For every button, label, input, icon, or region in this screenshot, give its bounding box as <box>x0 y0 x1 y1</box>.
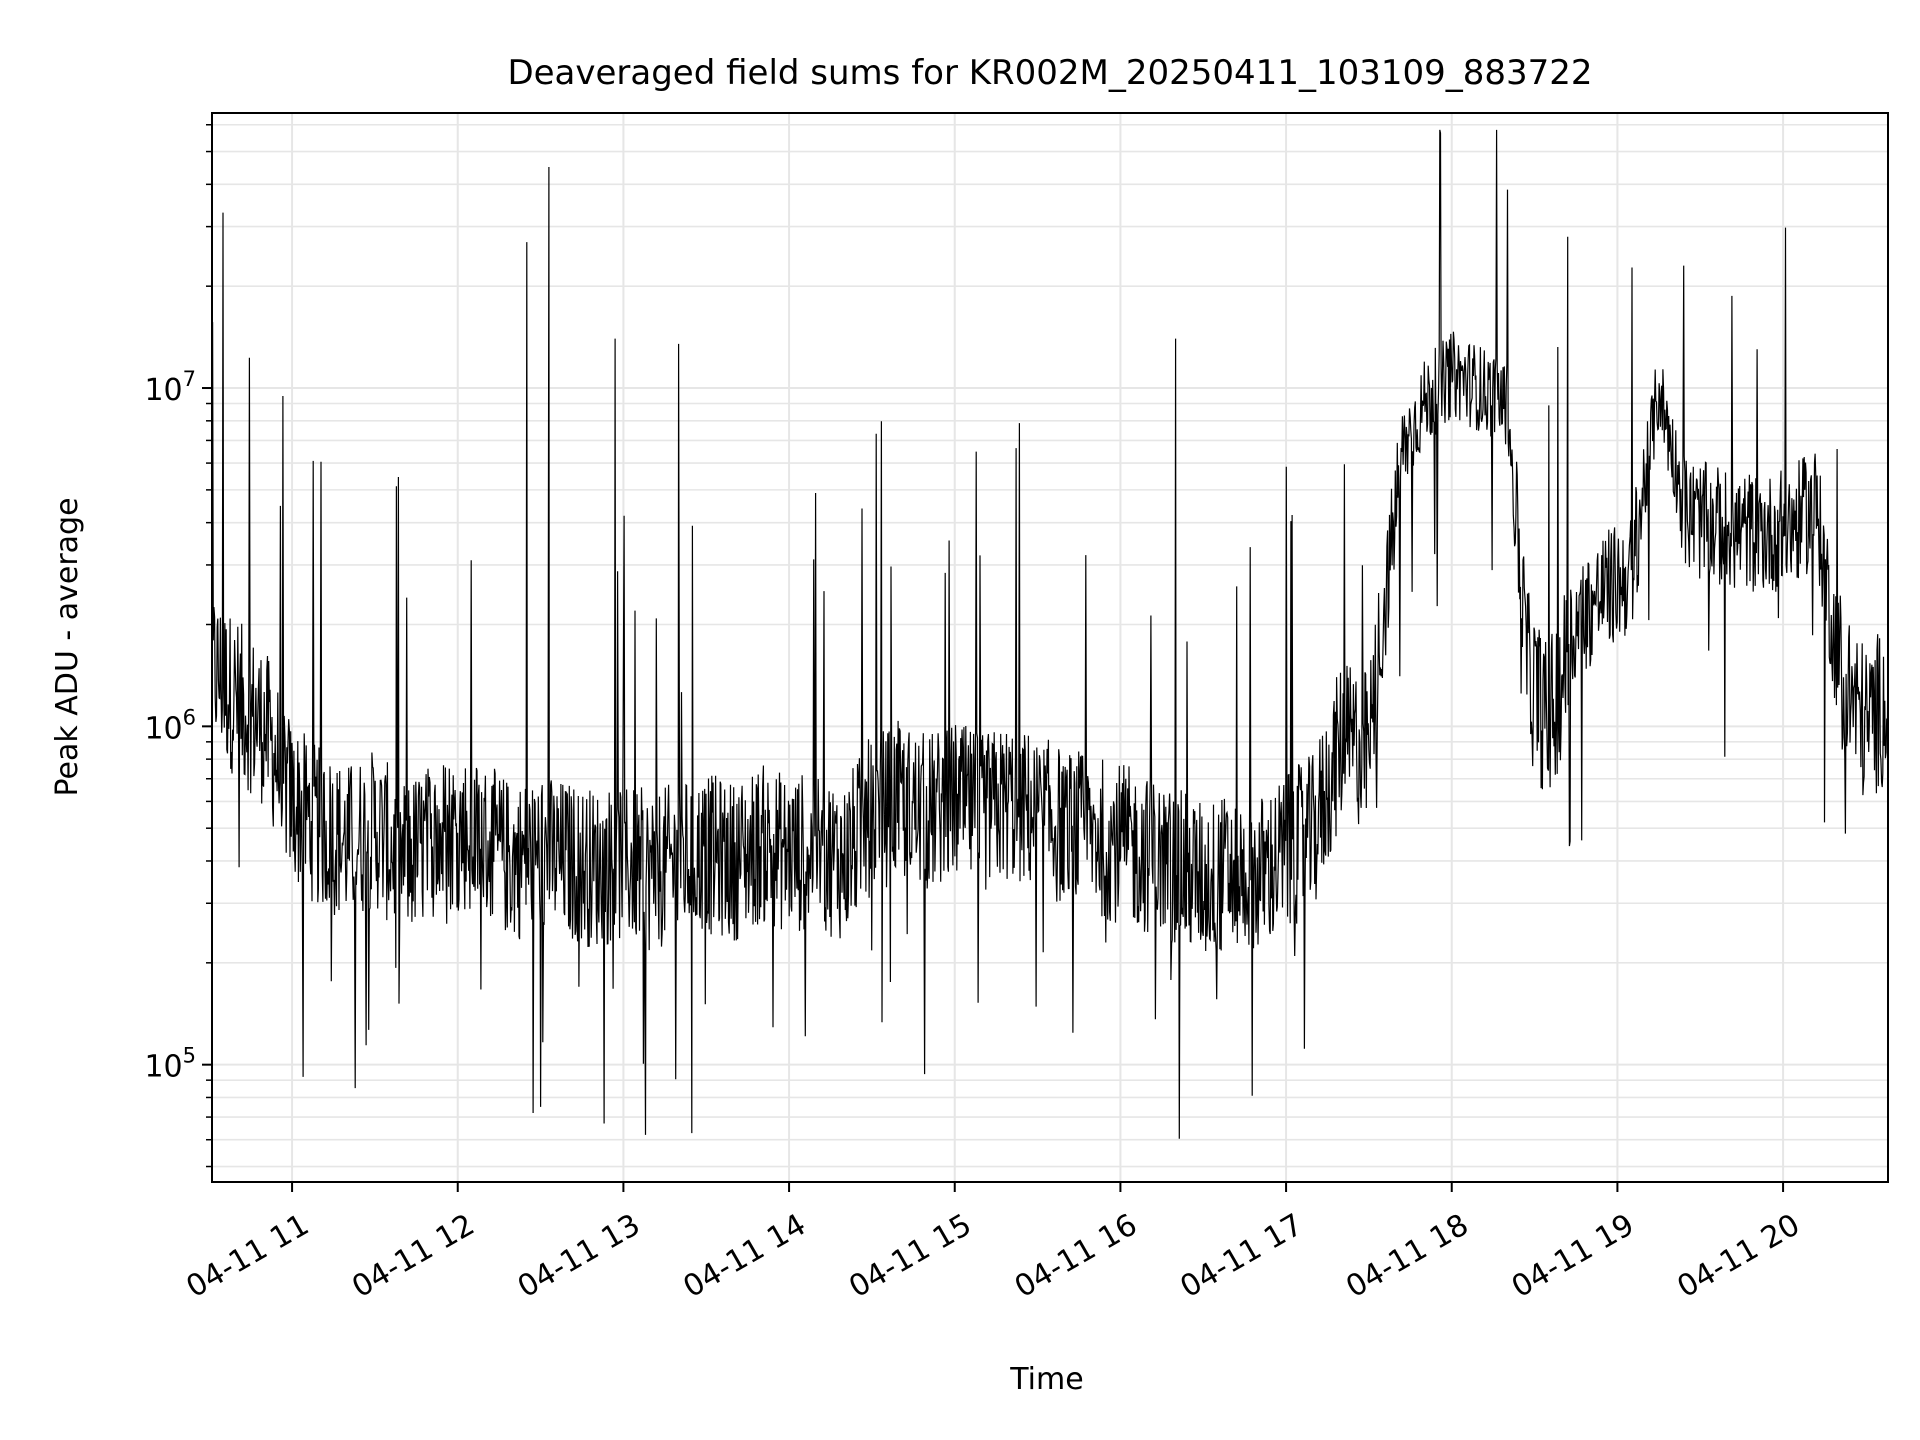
y-tick-label: 106 <box>144 705 196 746</box>
y-axis: 105 106 107 <box>144 124 212 1168</box>
series-line <box>211 129 1889 1139</box>
plot-frame <box>211 112 1889 1183</box>
y-axis-label: Peak ADU - average <box>50 497 85 796</box>
x-axis-label: Time <box>1009 1362 1083 1397</box>
y-tick-label: 107 <box>144 367 196 408</box>
chart-title: Deaveraged field sums for KR002M_2025041… <box>507 53 1592 93</box>
y-tick-label: 105 <box>144 1044 196 1085</box>
data-series <box>211 129 1889 1139</box>
